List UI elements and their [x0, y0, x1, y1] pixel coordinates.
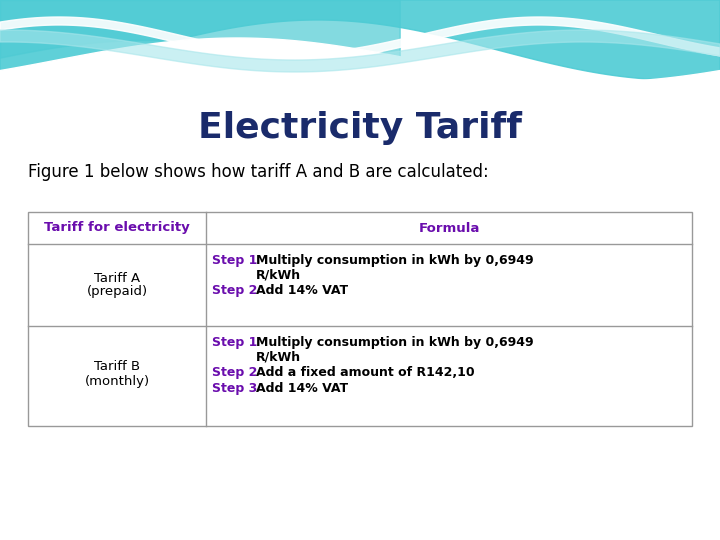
Text: Multiply consumption in kWh by 0,6949: Multiply consumption in kWh by 0,6949 [256, 254, 534, 267]
Polygon shape [0, 110, 720, 540]
Text: Step 1: Step 1 [212, 336, 257, 349]
Text: Tariff A: Tariff A [94, 272, 140, 285]
Text: Add a fixed amount of R142,10: Add a fixed amount of R142,10 [256, 366, 474, 379]
Text: Step 2: Step 2 [212, 284, 257, 297]
Text: Multiply consumption in kWh by 0,6949: Multiply consumption in kWh by 0,6949 [256, 336, 534, 349]
Text: Tariff B: Tariff B [94, 361, 140, 374]
Text: Step 2: Step 2 [212, 366, 257, 379]
Text: Step 3: Step 3 [212, 382, 257, 395]
Text: Figure 1 below shows how tariff A and B are calculated:: Figure 1 below shows how tariff A and B … [28, 163, 489, 181]
Text: R/kWh: R/kWh [256, 268, 301, 281]
Polygon shape [0, 0, 720, 80]
Text: Step 1: Step 1 [212, 254, 257, 267]
Text: (monthly): (monthly) [84, 375, 150, 388]
Text: Electricity Tariff: Electricity Tariff [198, 111, 522, 145]
Text: (prepaid): (prepaid) [86, 286, 148, 299]
Text: Formula: Formula [418, 221, 480, 234]
Text: Add 14% VAT: Add 14% VAT [256, 382, 348, 395]
Text: R/kWh: R/kWh [256, 350, 301, 363]
Text: Tariff for electricity: Tariff for electricity [44, 221, 190, 234]
Text: Add 14% VAT: Add 14% VAT [256, 284, 348, 297]
